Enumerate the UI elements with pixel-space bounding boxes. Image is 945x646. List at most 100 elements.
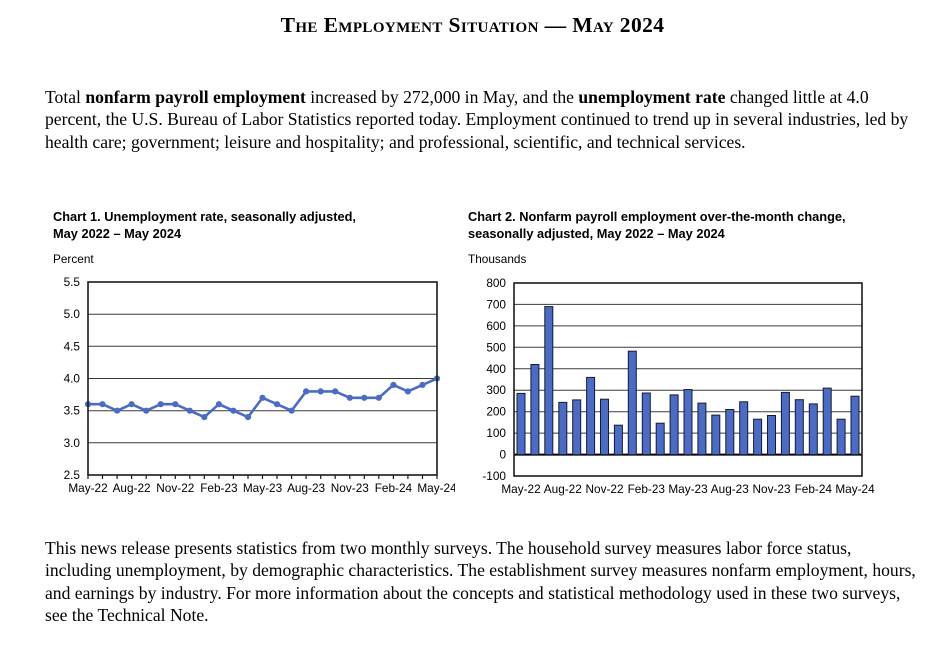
bar <box>516 392 526 455</box>
data-point-marker <box>273 401 281 408</box>
data-point-marker <box>230 407 237 414</box>
chart-canvas: -100 0 100 200 300 400 500 600 700 800 May-22 Aug-2… <box>482 276 875 496</box>
data-point-marker <box>346 394 353 401</box>
bar <box>808 403 818 455</box>
chart1-title-line2: May 2022 – May 2024 <box>53 226 182 241</box>
chart1-title-line1: Chart 1. Unemployment rate, seasonally a… <box>53 209 356 224</box>
x-tick-label: Nov-22 <box>156 481 194 495</box>
x-tick-label: May-22 <box>501 482 540 496</box>
bar <box>641 392 651 455</box>
bar <box>544 306 554 456</box>
data-point-marker <box>303 388 310 395</box>
data-point-marker <box>375 394 382 401</box>
data-point-marker <box>244 414 252 421</box>
y-tick-label: 500 <box>486 340 506 354</box>
bar <box>780 391 790 456</box>
bar <box>627 350 637 456</box>
y-tick-label: 0 <box>499 448 506 462</box>
y-tick-label: 3.5 <box>64 404 81 418</box>
chart2-payroll-change-plot: -100 0 100 200 300 400 500 600 700 800 May-22 Aug-2… <box>462 268 912 508</box>
y-tick-label: 700 <box>486 297 506 311</box>
bar <box>850 395 860 455</box>
y-tick-label: 400 <box>486 362 506 376</box>
bar <box>558 401 568 455</box>
bar <box>669 394 679 455</box>
bar <box>683 389 693 456</box>
bar <box>655 422 665 455</box>
x-tick-label: Nov-23 <box>331 481 369 495</box>
data-point-marker <box>390 381 397 388</box>
data-point-marker <box>172 401 179 408</box>
chart1-unit-label: Percent <box>53 252 94 266</box>
y-tick-label: -100 <box>482 469 506 483</box>
data-point-marker <box>332 388 339 395</box>
data-point-marker <box>288 407 295 414</box>
y-tick-label: 100 <box>486 426 506 440</box>
intro-bold-unemployment-rate: unemployment rate <box>578 87 726 107</box>
x-tick-label: Feb-24 <box>375 481 413 495</box>
intro-text-rest: changed little at 4.0 percent, the U.S. … <box>45 87 909 152</box>
data-point-marker <box>114 407 121 414</box>
chart2-title-line2: seasonally adjusted, May 2022 – May 2024 <box>468 226 725 241</box>
y-tick-label: 5.0 <box>64 307 81 321</box>
intro-text-mid: increased by 272,000 in May, and the <box>305 87 579 107</box>
x-tick-label: Feb-23 <box>200 481 238 495</box>
data-point-marker <box>186 407 193 414</box>
y-tick-label: 5.5 <box>64 275 81 289</box>
chart1-unemployment-rate-plot: 2.5 3.0 3.5 4.0 4.5 5.0 5.5 May-22 Aug-22 Nov-22 F… <box>45 268 458 508</box>
data-point-marker <box>419 381 426 388</box>
x-tick-label: Aug-23 <box>711 482 749 496</box>
bar <box>586 376 596 456</box>
intro-text-start: Total <box>45 87 86 107</box>
bar <box>822 387 832 456</box>
data-point-marker <box>143 407 150 414</box>
data-point-marker <box>404 388 411 395</box>
data-point-marker <box>157 401 164 408</box>
intro-paragraph: Total nonfarm payroll employment increas… <box>45 86 911 153</box>
bar <box>600 398 609 455</box>
bar <box>753 418 763 456</box>
x-tick-label: Feb-23 <box>628 482 666 496</box>
bar <box>725 409 735 455</box>
chart2-title-line1: Chart 2. Nonfarm payroll employment over… <box>468 209 846 224</box>
y-tick-label: 200 <box>486 405 506 419</box>
bar <box>530 364 540 456</box>
bar <box>794 399 804 456</box>
y-tick-label: 4.5 <box>64 339 81 353</box>
bar <box>711 414 721 456</box>
x-tick-label: May-23 <box>243 481 283 495</box>
y-tick-label: 4.0 <box>64 372 81 386</box>
x-tick-label: Aug-22 <box>113 481 151 495</box>
y-tick-label: 300 <box>486 383 506 397</box>
bar <box>697 402 707 456</box>
x-tick-label: May-24 <box>835 482 875 496</box>
data-point-marker <box>259 394 266 401</box>
chart1-title: Chart 1. Unemployment rate, seasonally a… <box>53 208 356 242</box>
chart2-title: Chart 2. Nonfarm payroll employment over… <box>468 208 846 242</box>
bar <box>836 418 846 456</box>
x-tick-label: May-22 <box>68 481 107 495</box>
x-tick-label: May-23 <box>668 482 708 496</box>
y-tick-label: 800 <box>486 276 506 290</box>
bar <box>613 424 623 456</box>
chart2-unit-label: Thousands <box>468 252 527 266</box>
closing-paragraph: This news release presents statistics fr… <box>45 538 916 625</box>
bar <box>572 399 582 456</box>
bar <box>739 401 749 456</box>
x-tick-label: Nov-22 <box>585 482 623 496</box>
y-tick-label: 3.0 <box>64 436 81 450</box>
data-point-marker <box>99 401 106 408</box>
x-tick-label: Aug-23 <box>287 481 325 495</box>
data-point-marker <box>201 414 208 421</box>
data-point-marker <box>128 401 135 408</box>
data-point-marker <box>215 401 222 408</box>
y-tick-label: 600 <box>486 319 506 333</box>
data-point-marker <box>317 388 324 395</box>
x-tick-label: May-24 <box>417 481 455 495</box>
plot-border <box>513 282 863 477</box>
document-title: The Employment Situation — May 2024 <box>280 13 665 37</box>
data-point-marker <box>361 394 368 401</box>
x-tick-label: Aug-22 <box>544 482 582 496</box>
intro-bold-nonfarm-payroll: nonfarm payroll employment <box>85 87 306 107</box>
